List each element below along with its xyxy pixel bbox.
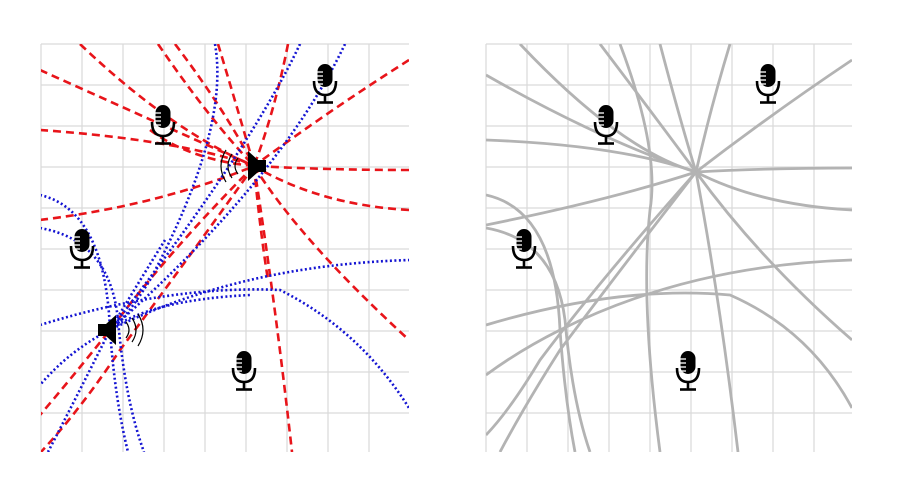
microphone-icon [69, 227, 95, 269]
red-ray [156, 44, 255, 167]
red-ray [216, 44, 256, 167]
gray-ray [695, 166, 852, 174]
gray-ray [694, 171, 852, 342]
gray-ray [486, 170, 697, 227]
red-ray [252, 165, 294, 452]
blue-ray [46, 329, 112, 452]
sound-waves-icon [220, 149, 239, 183]
blue-ray [108, 44, 302, 331]
red-dashed-rays [41, 44, 409, 452]
red-ray [79, 44, 255, 168]
red-ray [173, 44, 256, 167]
blue-ray [41, 226, 146, 452]
gray-ray [618, 44, 662, 452]
gray-ray [486, 171, 698, 436]
red-ray [253, 58, 409, 168]
gray-ray [486, 138, 697, 174]
gray-ray [486, 193, 577, 452]
red-ray [149, 128, 255, 168]
gray-ray [694, 171, 740, 452]
red-ray [252, 44, 290, 167]
red-ray [252, 165, 270, 281]
microphone-icon [675, 349, 701, 391]
red-ray [253, 164, 409, 212]
gray-ray [486, 258, 852, 377]
red-ray [41, 165, 255, 416]
right-panel [485, 43, 852, 452]
blue-ray [109, 44, 219, 332]
microphone-icon [593, 103, 619, 145]
red-ray [253, 164, 409, 172]
blue-ray [109, 293, 251, 332]
gray-ray [695, 170, 852, 212]
gray-ray [486, 73, 697, 174]
gray-ray [598, 44, 698, 173]
red-ray [41, 69, 255, 168]
gray-ray [486, 291, 852, 409]
microphone-icon [150, 103, 176, 145]
red-ray [41, 165, 256, 452]
gray-ray [658, 44, 698, 173]
red-ray [252, 165, 409, 341]
gray-rays [486, 44, 852, 452]
microphone-icon [755, 62, 781, 104]
left-panel [40, 43, 409, 452]
blue-ray [41, 328, 111, 386]
gray-ray [695, 58, 852, 174]
microphone-icon [231, 349, 257, 391]
speaker-icon [248, 151, 266, 181]
sound-waves-icon [125, 313, 144, 347]
blue-ray [108, 239, 167, 331]
blue-ray [41, 288, 409, 409]
left-grid [40, 43, 409, 452]
gray-ray [694, 44, 732, 173]
blue-dotted-rays [41, 44, 409, 452]
blue-ray [109, 258, 409, 332]
speaker-icon [98, 315, 116, 345]
